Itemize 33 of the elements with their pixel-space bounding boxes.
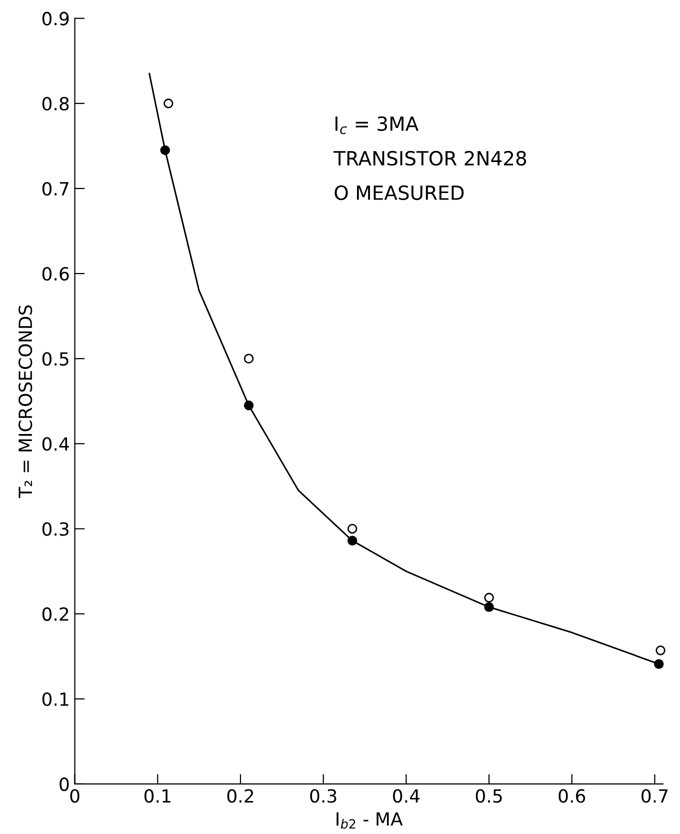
- x-tick-label: 0.4: [393, 789, 420, 803]
- y-tick-label: 0.7: [42, 182, 68, 196]
- point: [347, 524, 358, 534]
- x-tick-label: 0.5: [476, 789, 502, 803]
- point: [484, 592, 494, 603]
- x-tick-label: 0: [70, 789, 80, 803]
- point: [654, 659, 664, 669]
- point: [656, 646, 666, 656]
- y-tick-label: 0.9: [42, 12, 69, 26]
- point: [244, 400, 254, 410]
- x-tick-label: 0.6: [558, 789, 586, 803]
- y-tick-label: 0.5: [42, 352, 68, 366]
- y-tick-label: 0.1: [42, 692, 68, 706]
- y-tick-label: 0.3: [42, 522, 68, 536]
- point: [347, 536, 358, 546]
- y-tick-label: 0.6: [42, 267, 69, 281]
- x-tick-label: 0.2: [227, 789, 254, 803]
- point: [484, 602, 494, 612]
- point: [160, 145, 170, 156]
- annotation: TRANSISTOR 2N428: [334, 150, 526, 166]
- y-axis-title: T₂ = MICROSECONDS: [18, 305, 32, 498]
- y-tick-label: 0.2: [42, 607, 68, 621]
- annotation: O MEASURED: [334, 185, 464, 200]
- x-tick-label: 0.3: [310, 789, 336, 803]
- point: [244, 354, 254, 364]
- x-axis-title: I$_{b2}$ - MA: [336, 812, 403, 829]
- x-tick-label: 0.7: [642, 789, 668, 803]
- point: [164, 98, 174, 108]
- y-tick-label: 0.8: [42, 96, 69, 111]
- x-tick-label: 0.1: [144, 789, 170, 803]
- annotation: I$_{c}$ = 3MA: [336, 116, 418, 134]
- y-tick-label: 0: [60, 777, 69, 792]
- y-tick-label: 0.4: [42, 437, 69, 451]
